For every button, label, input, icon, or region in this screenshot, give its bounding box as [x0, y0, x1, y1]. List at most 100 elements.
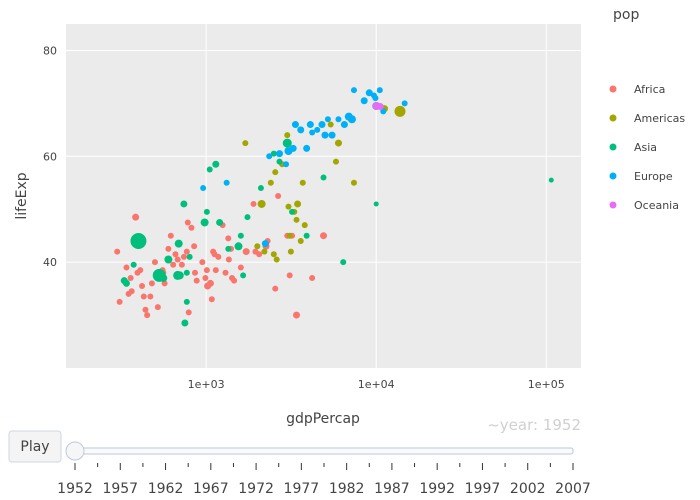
data-point-americas — [267, 179, 274, 186]
legend-marker-europe — [609, 172, 617, 180]
data-point-africa — [206, 279, 214, 287]
data-point-africa — [231, 277, 238, 284]
data-point-asia — [130, 232, 147, 249]
slider-step-label[interactable]: 1967 — [193, 481, 229, 497]
legend-label-africa: Africa — [634, 83, 665, 96]
data-point-americas — [254, 243, 261, 250]
slider-step-label[interactable]: 1962 — [148, 481, 184, 497]
data-point-americas — [285, 203, 292, 210]
data-point-europe — [261, 240, 269, 248]
data-point-africa — [123, 264, 130, 271]
data-point-africa — [275, 193, 282, 199]
data-point-europe — [401, 100, 408, 107]
data-point-africa — [140, 293, 147, 300]
slider-step-label[interactable]: 1972 — [238, 481, 274, 497]
slider-step-label[interactable]: 2002 — [510, 481, 546, 497]
data-point-europe — [318, 121, 326, 129]
x-tick-label: 1e+04 — [358, 378, 395, 391]
data-point-africa — [144, 312, 151, 319]
slider-step-label[interactable]: 1977 — [284, 481, 320, 497]
data-point-americas — [294, 200, 302, 208]
data-point-europe — [309, 129, 316, 136]
data-point-africa — [142, 306, 149, 313]
plot-background — [66, 24, 581, 368]
data-point-americas — [350, 179, 357, 186]
data-point-africa — [188, 224, 195, 231]
data-point-americas — [293, 216, 300, 223]
data-point-asia — [548, 177, 554, 183]
slider-step-label[interactable]: 1982 — [329, 481, 365, 497]
legend-label-europe: Europe — [634, 170, 673, 183]
data-point-asia — [180, 200, 188, 208]
data-point-asia — [206, 166, 213, 173]
slider-step-label[interactable]: 2007 — [555, 481, 591, 497]
data-point-africa — [170, 261, 177, 268]
year-slider[interactable]: 1952 1957 1962 1967 1972 1977 1982 1987 1992 1997… — [57, 441, 591, 497]
data-point-africa — [250, 200, 257, 207]
play-button[interactable]: Play — [8, 430, 62, 463]
data-point-asia — [257, 185, 264, 192]
data-point-africa — [320, 232, 328, 240]
data-point-africa — [208, 296, 215, 303]
data-point-europe — [340, 121, 348, 129]
data-point-africa — [114, 248, 121, 255]
data-point-americas — [270, 251, 277, 258]
data-point-africa — [178, 261, 185, 268]
slider-handle[interactable] — [65, 441, 85, 461]
data-point-asia — [174, 239, 183, 248]
data-point-africa — [185, 309, 192, 316]
data-point-asia — [203, 208, 210, 215]
data-point-americas — [327, 121, 334, 128]
x-axis-title: gdpPercap — [286, 411, 360, 427]
data-point-africa — [225, 256, 232, 263]
data-point-africa — [167, 232, 174, 239]
data-point-americas — [286, 232, 293, 239]
data-point-asia — [130, 261, 137, 268]
data-point-europe — [283, 161, 290, 168]
data-point-americas — [242, 140, 249, 147]
data-point-africa — [172, 251, 179, 258]
data-point-asia — [159, 274, 168, 283]
data-point-africa — [128, 288, 135, 295]
data-point-africa — [202, 275, 209, 282]
data-point-americas — [257, 199, 266, 208]
data-point-asia — [186, 253, 193, 260]
y-tick-label: 60 — [43, 150, 57, 163]
data-point-africa — [256, 251, 263, 258]
data-point-africa — [272, 285, 279, 292]
data-point-asia — [216, 218, 224, 226]
data-point-oceania — [376, 103, 384, 111]
data-point-europe — [223, 179, 230, 186]
data-point-africa — [215, 253, 222, 260]
data-point-europe — [289, 144, 297, 152]
gridlines — [66, 24, 581, 368]
data-point-europe — [291, 121, 299, 129]
data-points — [114, 87, 554, 327]
slider-step-label[interactable]: 1992 — [419, 481, 455, 497]
legend-label-oceania: Oceania — [634, 199, 679, 212]
legend-marker-americas — [609, 114, 617, 122]
slider-step-label[interactable]: 1957 — [102, 481, 138, 497]
data-point-asia — [240, 272, 247, 279]
data-point-africa — [193, 277, 200, 284]
legend-marker-asia — [609, 143, 617, 151]
slider-step-label[interactable]: 1952 — [57, 481, 93, 497]
slider-step-label[interactable]: 1987 — [374, 481, 410, 497]
x-tick-label: 1e+05 — [528, 378, 565, 391]
data-point-asia — [122, 279, 130, 287]
data-point-africa — [199, 259, 206, 266]
data-point-africa — [180, 253, 187, 260]
data-point-africa — [137, 267, 144, 274]
data-point-africa — [147, 293, 154, 300]
data-point-africa — [132, 213, 140, 221]
slider-step-label[interactable]: 1997 — [465, 481, 501, 497]
data-point-europe — [303, 144, 311, 152]
frame-label: ~year: 1952 — [487, 416, 581, 434]
data-point-africa — [309, 275, 316, 282]
data-point-africa — [191, 243, 198, 250]
data-point-europe — [365, 89, 373, 97]
slider-track[interactable] — [74, 447, 574, 455]
data-point-europe — [372, 95, 379, 102]
data-point-europe — [314, 126, 321, 133]
